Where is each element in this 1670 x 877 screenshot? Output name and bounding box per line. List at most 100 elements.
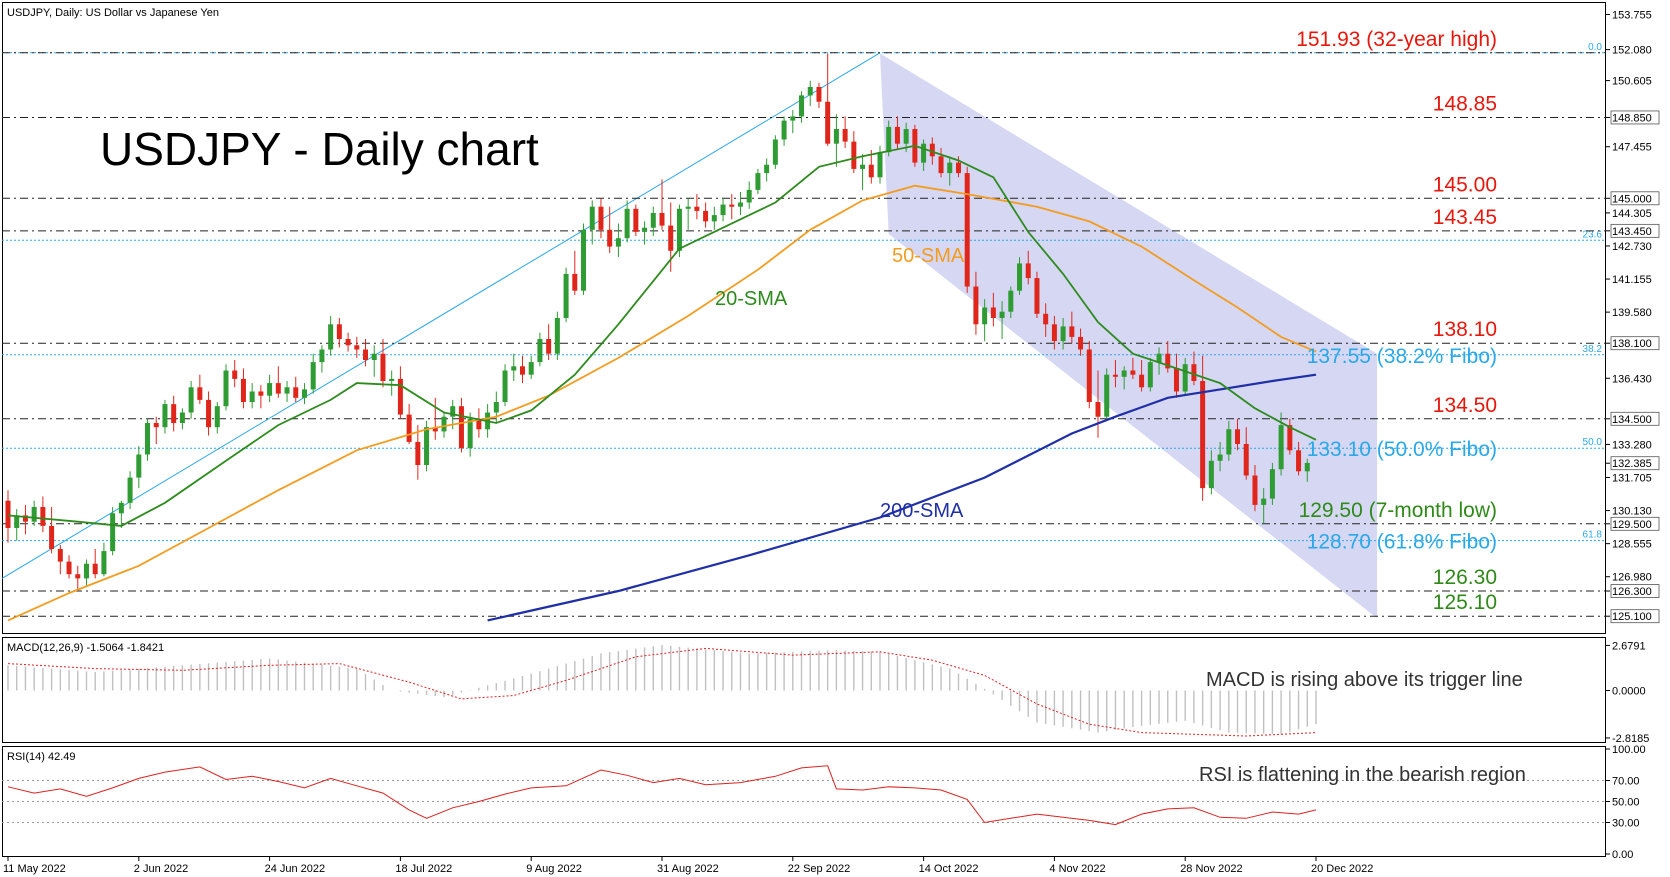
candle-body (1051, 324, 1057, 342)
price-tick-label: 152.080 (1612, 45, 1652, 57)
candle-body (921, 143, 927, 163)
candle-body (1060, 326, 1066, 342)
level-labels: 151.93 (32-year high) 148.85 145.00 143.45 1… (1296, 28, 1497, 614)
candle-body (903, 129, 909, 144)
sma200-line (487, 373, 1317, 622)
candle-body (650, 213, 656, 228)
candle-body (799, 95, 805, 117)
candle-body (1217, 454, 1223, 461)
candle-body (275, 383, 281, 394)
candle-body (694, 206, 700, 211)
level-label: 134.50 (1433, 394, 1497, 417)
candle-body (1182, 364, 1188, 392)
price-tag-box (1610, 609, 1660, 624)
candle-body (1104, 374, 1110, 417)
candle-body (1008, 290, 1014, 312)
candlesticks (5, 53, 1310, 589)
sma50-label: 50-SMA (892, 245, 965, 267)
price-tick-label: 148.850 (1612, 112, 1652, 124)
macd-tick-label: 0.0000 (1612, 686, 1646, 698)
macd-tick-label: -2.8185 (1612, 733, 1649, 745)
candle-body (554, 318, 560, 354)
time-tick-label: 4 Nov 2022 (1049, 863, 1105, 875)
time-tick-label: 9 Aug 2022 (526, 863, 582, 875)
candle-body (572, 273, 578, 291)
fibo-tag: 38.2 (1583, 344, 1603, 355)
price-tick-label: 125.100 (1612, 611, 1652, 623)
candle-body (737, 202, 743, 207)
candle-body (894, 126, 900, 144)
price-tick-label: 141.155 (1612, 274, 1652, 286)
candle-body (825, 101, 831, 144)
candle-body (607, 229, 613, 247)
candle-body (999, 311, 1005, 318)
candle-body (1156, 353, 1162, 363)
macd-axis: 2.6791 0.0000 -2.8185 (1606, 640, 1649, 745)
candle-body (345, 339, 351, 346)
fibo-tag: 0.0 (1588, 42, 1602, 53)
candle-body (833, 129, 839, 144)
price-tag-box (1610, 191, 1660, 206)
candle-body (145, 423, 151, 455)
candle-body (676, 208, 682, 251)
candle-body (1261, 498, 1267, 505)
macd-note: MACD is rising above its trigger line (1206, 669, 1523, 691)
candle-body (371, 353, 377, 360)
candle-body (1235, 429, 1241, 444)
candle-body (432, 427, 438, 432)
candle-body (363, 349, 369, 360)
candle-body (467, 418, 473, 449)
candle-body (1243, 444, 1249, 476)
candle-body (511, 366, 517, 371)
candle-body (642, 227, 648, 232)
rsi-note: RSI is flattening in the bearish region (1199, 764, 1526, 786)
candle-body (1296, 450, 1302, 472)
candle-body (947, 162, 953, 174)
candle-body (110, 513, 116, 552)
fibo-label: 137.55 (38.2% Fibo) (1307, 345, 1497, 368)
candle-body (1165, 353, 1171, 369)
sma200-label: 200-SMA (880, 500, 964, 522)
price-tick-label: 132.385 (1612, 458, 1652, 470)
price-tick-label: 153.755 (1612, 9, 1652, 21)
candle-body (40, 507, 46, 526)
candle-body (746, 189, 752, 203)
candle-body (415, 441, 421, 465)
candle-body (258, 391, 264, 396)
price-tick-label: 126.980 (1612, 572, 1652, 584)
candle-body (101, 551, 107, 575)
candle-body (519, 366, 525, 375)
price-tick-label: 145.000 (1612, 193, 1652, 205)
time-tick-label: 31 Aug 2022 (657, 863, 719, 875)
time-axis: 11 May 2022 2 Jun 2022 24 Jun 2022 18 Jul 2… (3, 856, 1373, 875)
price-tick-label: 150.605 (1612, 76, 1652, 88)
candle-body (1043, 313, 1049, 325)
candle-body (1252, 475, 1258, 505)
candle-body (982, 307, 988, 325)
candle-body (764, 164, 770, 174)
candle-body (424, 427, 430, 465)
price-tag-box (1610, 584, 1660, 598)
candle-body (633, 208, 639, 232)
sma20-label: 20-SMA (715, 288, 788, 310)
price-tick-label: 134.500 (1612, 414, 1652, 426)
candle-body (886, 126, 892, 153)
candle-body (328, 324, 334, 350)
candle-body (1017, 263, 1023, 291)
candle-body (877, 152, 883, 178)
candle-body (397, 378, 403, 415)
candle-body (1208, 460, 1214, 489)
candle-body (1191, 364, 1197, 381)
price-tick-label: 143.450 (1612, 226, 1652, 238)
price-tag-box (1610, 110, 1660, 125)
candle-body (528, 362, 534, 375)
rsi-gridlines (2, 780, 1606, 823)
candle-body (136, 454, 142, 478)
candle-body (868, 164, 874, 178)
candle-body (1304, 462, 1310, 472)
candle-body (118, 502, 124, 514)
rsi-header: RSI(14) 42.49 (7, 751, 75, 763)
time-tick-label: 24 Jun 2022 (265, 863, 326, 875)
candle-body (206, 399, 212, 428)
price-tick-label: 128.555 (1612, 539, 1652, 551)
